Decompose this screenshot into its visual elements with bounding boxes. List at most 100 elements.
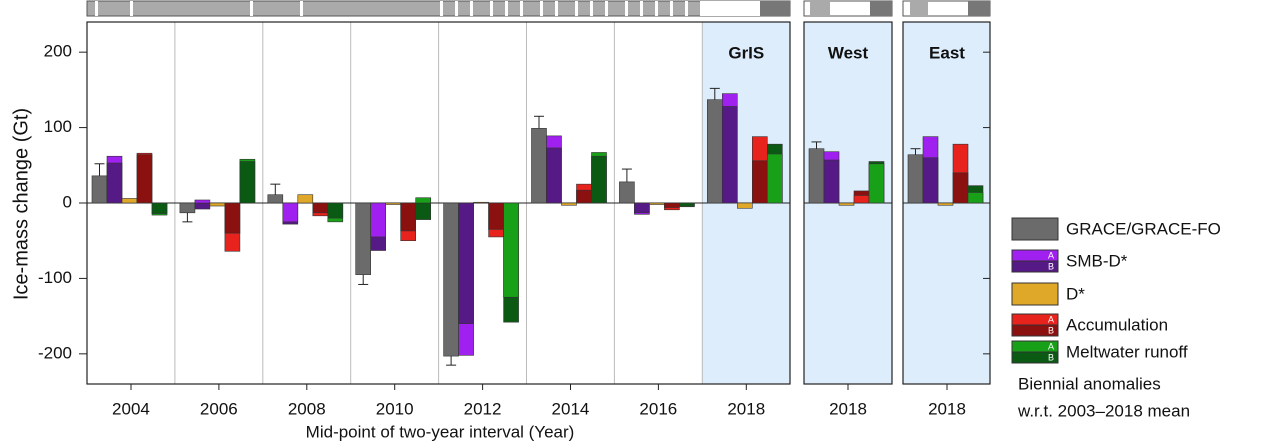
bar xyxy=(151,202,168,214)
availability-strip xyxy=(86,0,991,17)
strip-gap xyxy=(490,1,493,16)
strip-gap xyxy=(540,1,543,16)
legend-label: D* xyxy=(1066,284,1085,303)
y-axis-title: Ice-mass change (Gt) xyxy=(10,108,32,300)
swatch-label: B xyxy=(1048,261,1054,271)
legend-label: GRACE/GRACE-FO xyxy=(1066,219,1221,238)
bar xyxy=(721,106,738,204)
strip-gap xyxy=(300,1,303,16)
bar xyxy=(546,147,562,204)
strip-gap xyxy=(440,1,443,16)
x-tick-label: 2018 xyxy=(727,399,765,418)
bar xyxy=(736,202,753,209)
bar xyxy=(751,160,768,204)
bar xyxy=(531,128,547,204)
strip-gap xyxy=(95,1,98,16)
bar xyxy=(679,202,695,207)
x-tick-label: 2018 xyxy=(928,399,966,418)
bar xyxy=(634,202,650,214)
legend-label: SMB-D* xyxy=(1066,251,1128,270)
strip-gap xyxy=(685,1,688,16)
bar xyxy=(937,202,954,206)
swatch-label: B xyxy=(1048,352,1054,362)
x-tick-label: 2014 xyxy=(552,399,590,418)
strip-gap xyxy=(250,1,253,16)
bar xyxy=(282,202,299,223)
bar xyxy=(385,202,402,205)
x-tick-label: 2008 xyxy=(288,399,326,418)
x-tick-label: 2004 xyxy=(112,399,150,418)
strip-gap xyxy=(590,1,593,16)
strip-gap xyxy=(505,1,508,16)
bar xyxy=(209,202,226,207)
panel-frame xyxy=(803,21,893,385)
strip-segment xyxy=(760,1,790,16)
strip-gap xyxy=(455,1,458,16)
strip-gap xyxy=(470,1,473,16)
x-tick-label: 2006 xyxy=(200,399,238,418)
strip-gap xyxy=(625,1,628,16)
bar xyxy=(706,99,723,204)
bar xyxy=(327,202,344,219)
bar xyxy=(503,202,519,298)
bar xyxy=(853,195,870,204)
strip-gaps xyxy=(95,1,688,16)
swatch-label: B xyxy=(1048,325,1054,335)
y-tick-label: -100 xyxy=(38,268,72,287)
legend-label: Meltwater runoff xyxy=(1066,342,1188,361)
bar xyxy=(121,198,138,204)
bar xyxy=(267,194,284,204)
bar xyxy=(370,202,387,238)
bar xyxy=(312,202,329,214)
bar xyxy=(868,163,885,204)
bar xyxy=(194,199,211,204)
strip-gap xyxy=(605,1,608,16)
strip-gap xyxy=(130,1,133,16)
bar xyxy=(561,202,577,206)
bar xyxy=(194,202,211,210)
bar xyxy=(664,202,680,208)
legend-label: Accumulation xyxy=(1066,315,1168,334)
bar xyxy=(488,202,504,230)
region-label: West xyxy=(828,43,869,62)
region-label: GrIS xyxy=(728,43,764,62)
strip-segment xyxy=(968,1,990,16)
bar xyxy=(136,154,153,204)
strip-segment xyxy=(910,1,928,16)
bar xyxy=(619,181,635,204)
strip-gap xyxy=(520,1,523,16)
note: Biennial anomalies xyxy=(1018,374,1161,393)
strip-segment xyxy=(810,1,830,16)
x-tick-label: 2010 xyxy=(376,399,414,418)
strip-gap xyxy=(655,1,658,16)
bar xyxy=(649,202,665,205)
panel-frame xyxy=(86,21,791,385)
bar xyxy=(443,202,459,357)
bar xyxy=(224,202,241,234)
bar xyxy=(179,202,196,214)
bar xyxy=(415,197,432,204)
legend-swatch xyxy=(1011,282,1059,306)
strip xyxy=(86,0,791,17)
bar xyxy=(922,157,939,204)
bar xyxy=(106,162,123,204)
bar xyxy=(415,202,432,220)
bar xyxy=(838,202,855,206)
bar xyxy=(591,155,607,204)
bar xyxy=(808,148,825,204)
strip-gap xyxy=(575,1,578,16)
legend-swatch xyxy=(1011,217,1059,241)
bar xyxy=(766,153,783,204)
strip-segment xyxy=(870,1,892,16)
swatch-label: A xyxy=(1048,250,1054,260)
bar xyxy=(907,154,924,204)
y-tick-label: 0 xyxy=(63,192,72,211)
swatch-label: A xyxy=(1048,341,1054,351)
swatch-label: A xyxy=(1048,314,1054,324)
strip-gap xyxy=(700,1,760,16)
bar xyxy=(823,159,840,204)
y-tick-label: -200 xyxy=(38,343,72,362)
x-tick-label: 2012 xyxy=(464,399,502,418)
note: w.r.t. 2003–2018 mean xyxy=(1017,401,1190,420)
